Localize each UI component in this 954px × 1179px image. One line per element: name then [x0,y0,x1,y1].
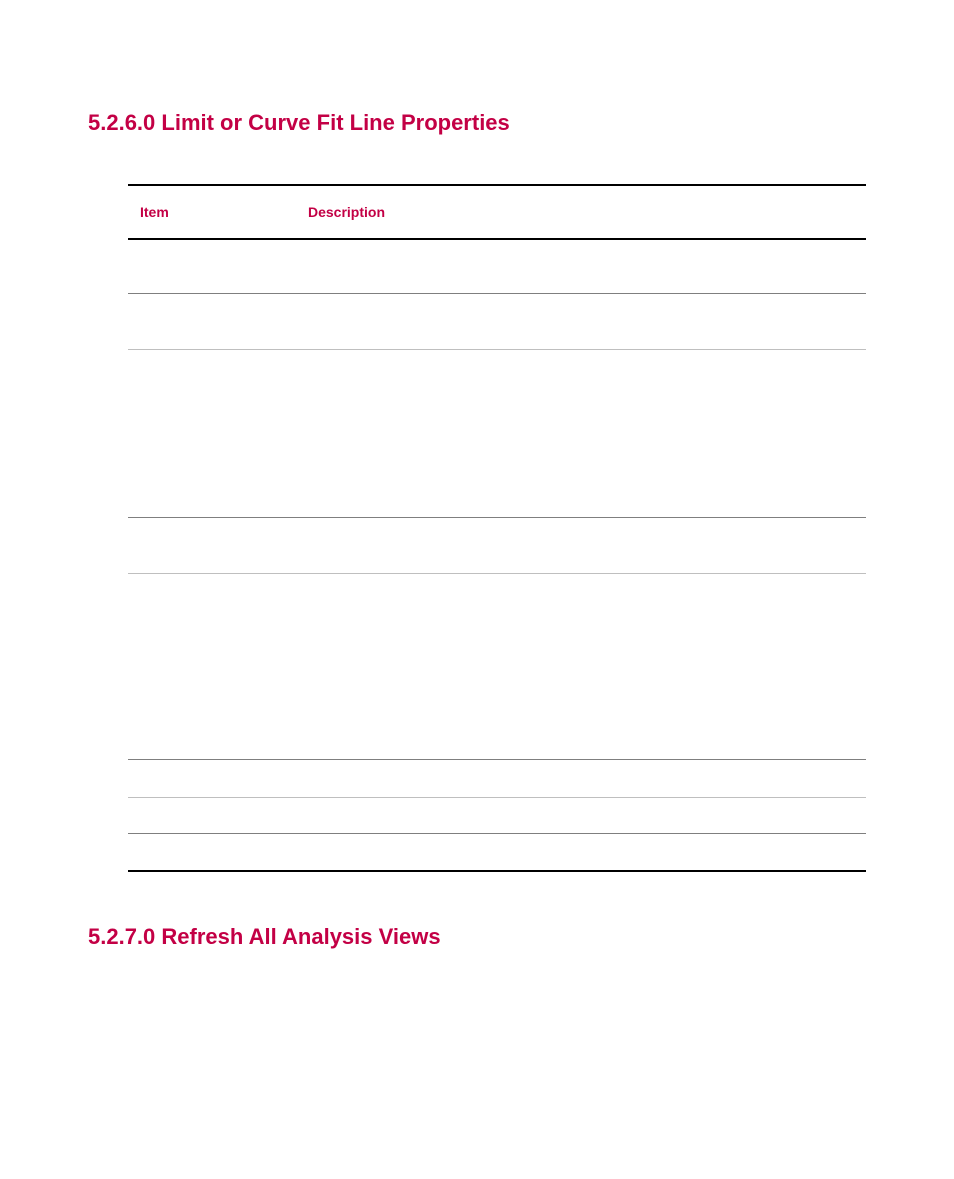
table-cell [296,517,866,573]
table-cell [296,797,866,833]
section-heading-refresh-views: 5.2.7.0 Refresh All Analysis Views [88,924,866,950]
page: 5.2.6.0 Limit or Curve Fit Line Properti… [0,0,954,950]
table-row [128,759,866,797]
table-cell [296,239,866,293]
table-cell [128,833,296,871]
properties-table-block: Item Description [128,184,866,872]
column-header-item: Item [128,185,296,239]
table-cell [128,797,296,833]
table-row [128,573,866,759]
table-row [128,293,866,349]
table-cell [296,759,866,797]
table-cell [296,349,866,517]
properties-table: Item Description [128,184,866,872]
section-heading-limit-curve: 5.2.6.0 Limit or Curve Fit Line Properti… [88,110,866,136]
table-header-row: Item Description [128,185,866,239]
table-row [128,349,866,517]
table-cell [128,759,296,797]
table-cell [128,573,296,759]
table-row [128,797,866,833]
table-cell [296,293,866,349]
table-cell [128,517,296,573]
table-row [128,517,866,573]
table-body [128,239,866,871]
table-cell [128,239,296,293]
table-cell [128,293,296,349]
table-cell [296,833,866,871]
table-cell [128,349,296,517]
table-row [128,833,866,871]
table-cell [296,573,866,759]
column-header-description: Description [296,185,866,239]
table-row [128,239,866,293]
